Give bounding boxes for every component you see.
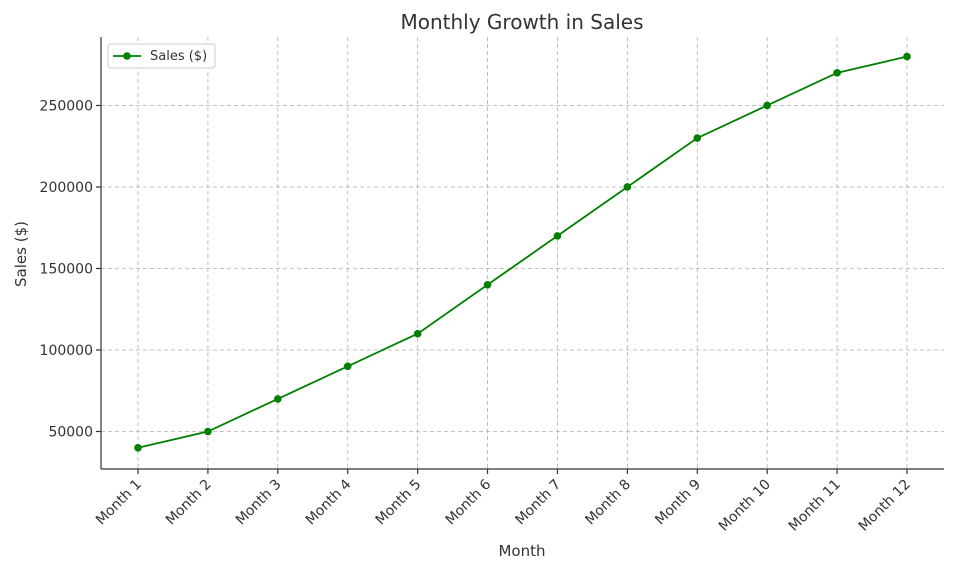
x-tick-label: Month 2 (163, 477, 215, 529)
x-tick-label: Month 9 (652, 477, 704, 529)
data-point (274, 395, 282, 403)
y-axis-label: Sales ($) (12, 221, 30, 287)
y-tick-label: 50000 (48, 425, 93, 441)
x-tick-label: Month 7 (512, 477, 564, 529)
x-tick-label: Month 10 (716, 477, 774, 535)
grid (101, 37, 944, 469)
series (134, 52, 911, 452)
x-tick-label: Month 12 (856, 477, 914, 535)
data-point (553, 232, 562, 240)
x-tick-label: Month 6 (443, 476, 495, 528)
data-point (343, 362, 352, 371)
x-tick-label: Month 11 (786, 477, 844, 535)
x-tick-label: Month 5 (373, 477, 425, 529)
data-point (833, 69, 841, 77)
data-point (483, 280, 492, 289)
x-tick-label: Month 8 (582, 477, 634, 529)
legend-marker (123, 52, 131, 60)
x-tick-label: Month 3 (233, 477, 285, 529)
series-line (137, 55, 908, 449)
data-point (413, 329, 422, 338)
x-tick-label: Month 4 (303, 476, 355, 528)
x-tick-label: Month 1 (93, 477, 145, 529)
y-tick-label: 200000 (40, 180, 93, 196)
data-point (903, 52, 911, 61)
axes (96, 37, 944, 474)
data-point (204, 427, 212, 436)
chart-title: Monthly Growth in Sales (400, 10, 643, 34)
data-point (623, 183, 632, 191)
legend: Sales ($) (107, 43, 216, 69)
legend-box (107, 43, 216, 69)
y-tick-label: 250000 (40, 98, 93, 114)
legend-label: Sales ($) (150, 49, 207, 64)
data-point (763, 101, 771, 110)
x-axis-label: Month (498, 542, 545, 560)
y-tick-label: 150000 (40, 261, 93, 277)
data-point (693, 134, 702, 142)
data-point (134, 444, 142, 452)
y-tick-label: 100000 (40, 343, 93, 359)
